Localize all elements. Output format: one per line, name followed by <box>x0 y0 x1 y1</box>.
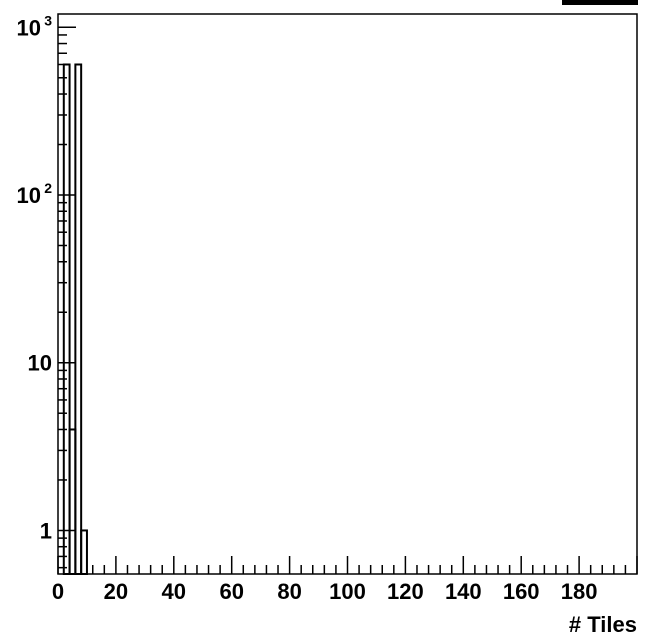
y-tick-label: 10 <box>17 15 41 40</box>
histogram-bars <box>62 63 88 575</box>
y-tick-exponent: 3 <box>44 12 52 28</box>
x-tick-label: 120 <box>387 579 424 604</box>
x-tick-label: 100 <box>329 579 366 604</box>
x-tick-label: 160 <box>503 579 540 604</box>
x-tick-label: 140 <box>445 579 482 604</box>
x-axis-ticks: 0 20 40 60 80 100 120 140 160 180 <box>52 556 638 604</box>
x-tick-label: 20 <box>104 579 128 604</box>
x-tick-label: 180 <box>561 579 598 604</box>
y-tick-label: 10 <box>28 351 52 376</box>
x-tick-label: 40 <box>162 579 186 604</box>
x-tick-label: 80 <box>277 579 301 604</box>
histogram-bar <box>74 63 83 575</box>
x-axis-title: # Tiles <box>569 612 637 637</box>
y-tick-exponent: 2 <box>44 180 52 196</box>
histogram-bar <box>80 529 88 575</box>
x-tick-label: 60 <box>219 579 243 604</box>
y-tick-label: 1 <box>40 518 52 543</box>
y-tick-label: 10 <box>17 183 41 208</box>
axes <box>57 13 638 575</box>
plot-frame <box>57 13 638 575</box>
top-right-stats-box-edge <box>562 0 638 5</box>
x-tick-label: 0 <box>52 579 64 604</box>
